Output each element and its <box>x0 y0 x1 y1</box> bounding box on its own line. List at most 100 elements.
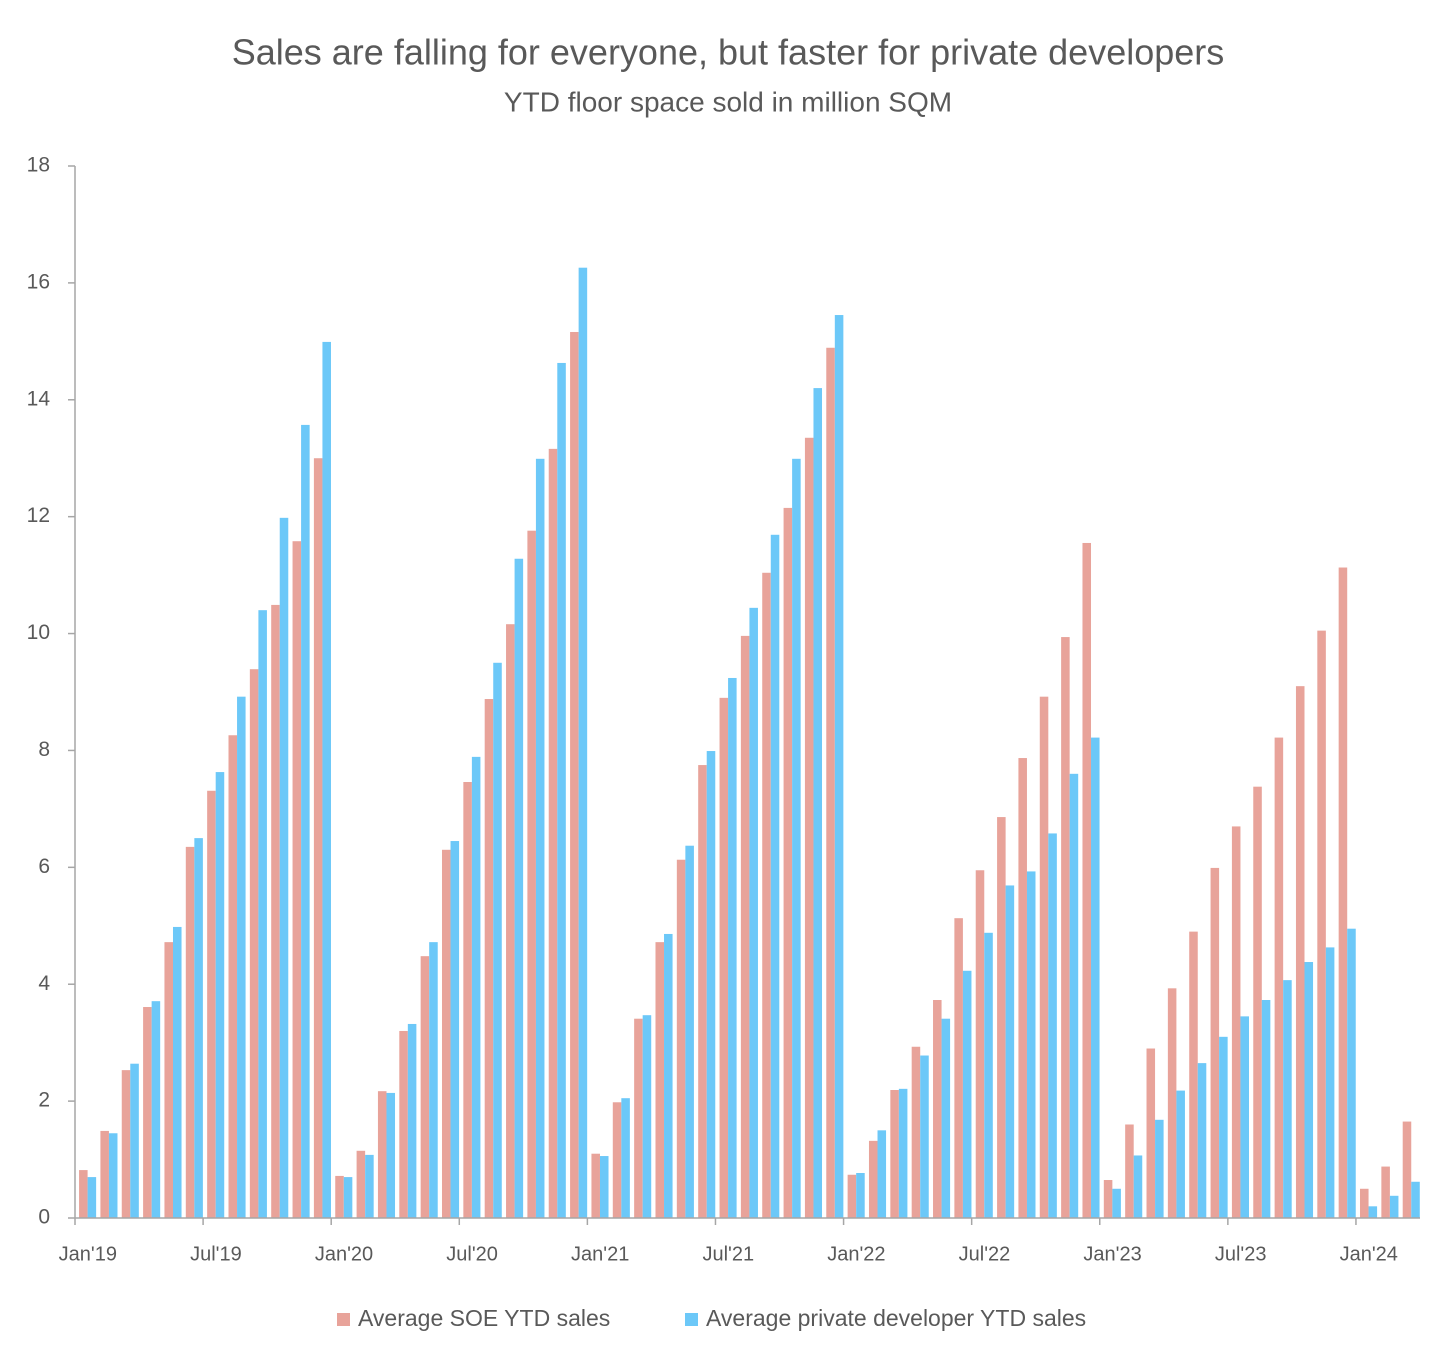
bar <box>420 956 430 1218</box>
chart-title: Sales are falling for everyone, but fast… <box>232 32 1225 73</box>
x-tick-label: Jul'19 <box>190 1243 242 1265</box>
bar <box>441 849 451 1218</box>
bar <box>1253 786 1262 1218</box>
bar <box>856 1172 865 1218</box>
bar <box>506 624 515 1218</box>
x-tick-label: Jan'24 <box>1340 1243 1398 1265</box>
bar <box>792 458 801 1219</box>
bar <box>365 1154 374 1218</box>
bar <box>749 607 758 1218</box>
bar <box>1133 1155 1143 1218</box>
bar <box>770 534 780 1218</box>
bar <box>164 942 173 1218</box>
y-tick-label: 16 <box>27 270 50 293</box>
bar <box>484 699 494 1218</box>
y-tick-label: 0 <box>38 1206 50 1229</box>
y-tick-label: 14 <box>27 387 51 410</box>
bar <box>79 1170 88 1218</box>
bar <box>698 765 707 1218</box>
bar <box>399 1030 408 1218</box>
x-tick-label: Jan'22 <box>827 1243 885 1265</box>
bar <box>578 267 588 1218</box>
y-tick-label: 6 <box>38 855 50 878</box>
bar <box>1317 630 1326 1218</box>
bar <box>557 362 566 1218</box>
y-tick-label: 2 <box>38 1089 50 1112</box>
bar <box>1283 980 1292 1218</box>
bar <box>271 604 280 1218</box>
legend-label: Average private developer YTD sales <box>706 1305 1086 1331</box>
bar <box>676 859 686 1218</box>
bar <box>642 1015 652 1218</box>
bar <box>847 1174 857 1218</box>
bar <box>941 1018 951 1218</box>
bar <box>535 458 545 1219</box>
bar <box>1360 1188 1369 1218</box>
bar <box>313 458 323 1218</box>
bar <box>1189 931 1198 1218</box>
bar <box>429 942 438 1218</box>
x-tick-label: Jul'20 <box>446 1243 498 1265</box>
chart-subtitle: YTD floor space sold in million SQM <box>504 86 952 117</box>
bar <box>1061 637 1070 1218</box>
bar <box>954 918 963 1218</box>
bar <box>407 1023 417 1218</box>
bar <box>984 932 993 1218</box>
bar <box>194 838 203 1218</box>
bar <box>911 1046 921 1218</box>
bar <box>215 772 225 1218</box>
bar <box>1197 1063 1207 1218</box>
bar <box>249 669 259 1218</box>
bar <box>450 841 460 1218</box>
bar <box>783 507 793 1218</box>
y-tick-label: 8 <box>38 738 50 761</box>
bar <box>228 735 238 1218</box>
bar <box>1176 1090 1185 1218</box>
bar <box>386 1092 396 1218</box>
bar <box>100 1130 109 1218</box>
bar <box>1338 567 1348 1218</box>
bar <box>1210 867 1220 1218</box>
bar <box>151 1001 161 1218</box>
bar <box>1026 871 1036 1218</box>
bar <box>920 1055 929 1218</box>
bar <box>719 697 729 1218</box>
bar <box>1167 988 1177 1218</box>
y-tick-label: 10 <box>27 621 50 644</box>
bar <box>1082 542 1092 1218</box>
bar <box>1295 686 1305 1218</box>
legend-swatch <box>337 1313 350 1326</box>
bar <box>1219 1036 1228 1218</box>
bar <box>1125 1124 1134 1218</box>
bar <box>933 1000 942 1218</box>
bar <box>1411 1181 1420 1218</box>
x-tick-label: Jul'21 <box>702 1243 754 1265</box>
bar <box>728 677 737 1218</box>
y-tick-label: 18 <box>27 154 50 177</box>
bar <box>1261 1000 1271 1218</box>
bar <box>87 1177 97 1218</box>
bar <box>493 662 502 1218</box>
bar <box>279 517 289 1218</box>
bar <box>471 756 481 1218</box>
bar <box>1304 962 1314 1218</box>
bar <box>1231 826 1241 1218</box>
bar <box>997 817 1006 1218</box>
bar <box>292 541 302 1218</box>
bar <box>685 845 694 1218</box>
x-tick-label: Jul'22 <box>959 1243 1011 1265</box>
bar <box>514 558 524 1218</box>
bar <box>975 870 985 1218</box>
bar <box>237 696 246 1218</box>
bar <box>1112 1188 1121 1218</box>
bar <box>1347 928 1356 1218</box>
bar <box>664 933 673 1218</box>
bar <box>143 1007 152 1218</box>
bar <box>706 751 716 1218</box>
bar <box>335 1175 344 1218</box>
bar <box>130 1063 139 1218</box>
bar <box>1091 737 1100 1218</box>
y-tick-label: 12 <box>27 504 50 527</box>
bar <box>1325 947 1335 1218</box>
bar <box>740 635 750 1218</box>
